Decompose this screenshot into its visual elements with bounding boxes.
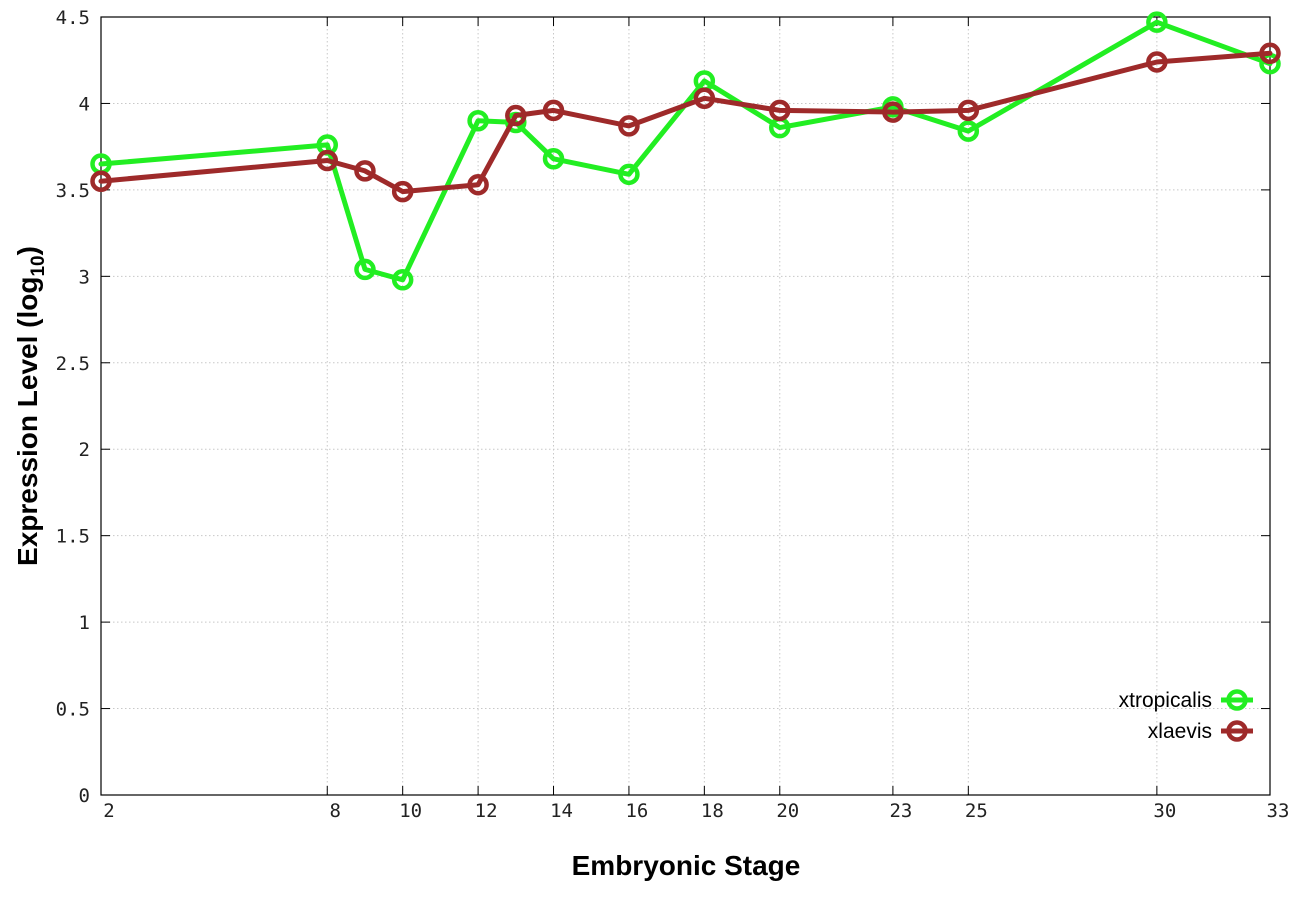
y-axis-title-main: Expression Level (log bbox=[12, 277, 43, 566]
x-tick-label: 16 bbox=[625, 800, 648, 822]
data-point-xlaevis bbox=[957, 99, 980, 122]
data-point-xtropicalis bbox=[354, 258, 376, 281]
data-point-xtropicalis bbox=[467, 109, 489, 132]
x-tick-label: 2 bbox=[103, 800, 114, 822]
data-point-xtropicalis bbox=[542, 148, 565, 170]
y-tick-label: 2 bbox=[79, 439, 90, 461]
y-tick-label: 3 bbox=[79, 266, 90, 288]
y-tick-label: 2.5 bbox=[56, 353, 90, 375]
legend-label: xtropicalis bbox=[1119, 689, 1212, 712]
x-tick-label: 20 bbox=[776, 800, 799, 822]
x-tick-label: 23 bbox=[889, 800, 912, 822]
y-axis-title-close: ) bbox=[12, 246, 43, 255]
x-tick-label: 33 bbox=[1267, 800, 1290, 822]
data-point-xlaevis bbox=[391, 180, 414, 203]
data-point-xtropicalis bbox=[1146, 11, 1168, 33]
x-tick-label: 18 bbox=[701, 800, 724, 822]
x-axis-title: Embryonic Stage bbox=[572, 850, 801, 881]
y-tick-label: 1 bbox=[79, 612, 90, 634]
plot-area-frame bbox=[100, 16, 1271, 796]
y-tick-label: 4.5 bbox=[56, 7, 90, 29]
data-point-xlaevis bbox=[1259, 42, 1281, 65]
data-point-xlaevis bbox=[467, 173, 489, 196]
y-tick-label: 0.5 bbox=[56, 699, 90, 721]
data-point-xlaevis bbox=[1146, 51, 1168, 73]
legend-label: xlaevis bbox=[1148, 720, 1212, 743]
data-point-xlaevis bbox=[618, 115, 640, 137]
x-tick-label: 25 bbox=[965, 800, 988, 822]
x-tick-label: 10 bbox=[399, 800, 422, 822]
data-point-xlaevis bbox=[354, 160, 376, 182]
data-point-xlaevis bbox=[316, 149, 339, 172]
data-point-xtropicalis bbox=[391, 269, 414, 291]
y-axis-title-subscript: 10 bbox=[28, 255, 49, 276]
y-tick-labels: 0 0.5 1 1.5 2 2.5 3 3.5 4 4.5 bbox=[56, 7, 90, 807]
x-tick-label: 30 bbox=[1153, 800, 1176, 822]
y-axis-title: Expression Level (log10) bbox=[12, 246, 49, 566]
legend-item-xlaevis: xlaevis bbox=[1148, 720, 1253, 743]
grid-lines bbox=[101, 17, 1270, 795]
axis-ticks bbox=[100, 16, 1271, 796]
data-point-xtropicalis bbox=[957, 120, 980, 142]
data-point-xlaevis bbox=[505, 104, 527, 127]
x-tick-label: 8 bbox=[330, 800, 341, 822]
legend: xtropicalis xlaevis bbox=[1119, 689, 1253, 743]
series-line-xlaevis bbox=[98, 50, 1273, 195]
data-point-xlaevis bbox=[769, 99, 791, 122]
series-line-xtropicalis bbox=[98, 19, 1273, 283]
x-tick-label: 12 bbox=[475, 800, 498, 822]
data-point-xlaevis bbox=[693, 87, 716, 110]
data-point-xlaevis bbox=[90, 170, 112, 192]
data-series bbox=[90, 11, 1281, 291]
y-tick-label: 4 bbox=[79, 93, 90, 115]
data-point-xtropicalis bbox=[618, 163, 640, 186]
series-xlaevis bbox=[90, 42, 1281, 203]
legend-item-xtropicalis: xtropicalis bbox=[1119, 689, 1253, 712]
data-point-xlaevis bbox=[882, 101, 904, 123]
x-tick-label: 14 bbox=[550, 800, 573, 822]
y-tick-label: 1.5 bbox=[56, 526, 90, 548]
legend-swatch-marker bbox=[1226, 720, 1248, 742]
x-tick-labels: 2 8 10 12 14 16 18 20 23 25 30 33 bbox=[103, 800, 1289, 822]
y-tick-label: 3.5 bbox=[56, 180, 90, 202]
y-tick-label: 0 bbox=[79, 785, 90, 807]
data-point-xlaevis bbox=[542, 99, 565, 122]
legend-swatch-marker bbox=[1226, 689, 1248, 711]
series-xtropicalis bbox=[90, 11, 1281, 291]
